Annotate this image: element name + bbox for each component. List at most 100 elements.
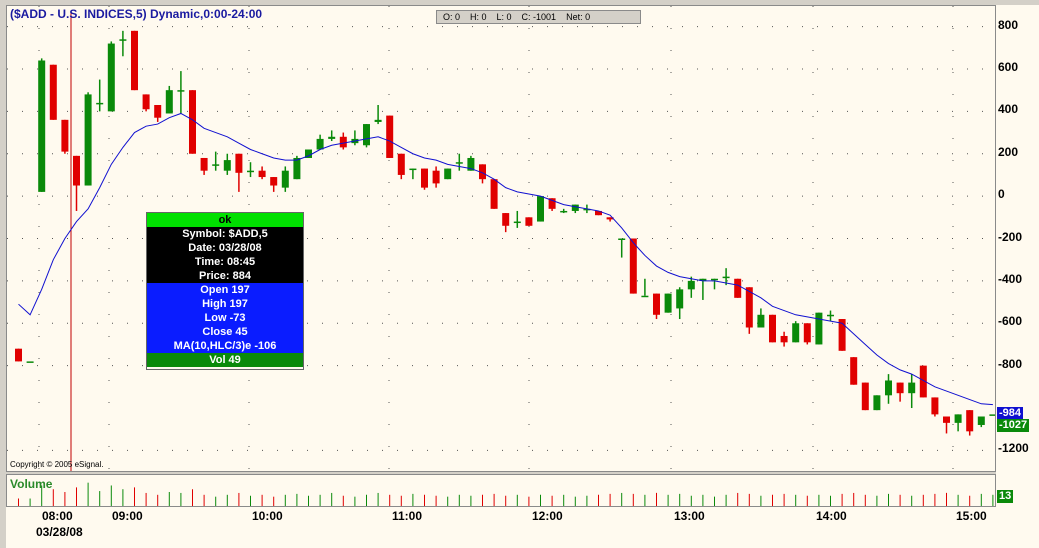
time-axis: 08:00 09:00 10:00 11:00 12:00 13:00 14:00 15:00… <box>6 507 1039 548</box>
candle-body <box>931 397 939 415</box>
candle-body <box>722 276 730 279</box>
candle-body <box>989 414 997 416</box>
candle-body <box>803 323 811 343</box>
candle-body <box>165 90 173 114</box>
candle-body <box>954 414 962 423</box>
candle-body <box>676 289 684 309</box>
x-tick-label: 11:00 <box>392 509 423 523</box>
y-tick-label: -600 <box>998 314 1023 329</box>
candle-body <box>386 115 394 158</box>
volume-pane[interactable] <box>6 474 996 507</box>
candle-body <box>444 168 452 180</box>
info-ma: MA(10,HLC/3)e -106 <box>147 339 303 353</box>
x-tick-label: 13:00 <box>674 509 705 523</box>
candle-body <box>745 287 753 328</box>
candle-body <box>525 217 533 226</box>
candle-body <box>107 43 115 112</box>
candle-body <box>212 164 220 166</box>
chart-title: ($ADD - U.S. INDICES,5) Dynamic,0:00-24:… <box>10 7 263 21</box>
candle-body <box>827 314 834 317</box>
candle-body <box>339 136 347 148</box>
volume-label: Volume <box>10 477 53 491</box>
candle-body <box>26 361 34 363</box>
ma-value-tag: -984 <box>997 407 1024 420</box>
candle-body <box>664 293 672 313</box>
info-close: Close 45 <box>147 325 303 339</box>
info-price: Price: 884 <box>147 269 303 283</box>
x-tick-label: 09:00 <box>112 509 143 523</box>
candle-body <box>397 153 405 175</box>
candle-body <box>235 153 243 173</box>
candle-body <box>490 179 498 209</box>
info-symbol: Symbol: $ADD,5 <box>147 227 303 241</box>
candle-body <box>293 157 301 180</box>
ohlc-close: C: -1001 <box>521 12 557 22</box>
candle-body <box>200 157 208 171</box>
candle-body <box>908 382 916 394</box>
candle-body <box>537 196 544 222</box>
candle-body <box>548 198 556 209</box>
candle-body <box>247 170 254 173</box>
y-tick-label: -1200 <box>998 441 1029 456</box>
candle-body <box>421 168 428 188</box>
ohlc-readout: O: 0 H: 0 L: 0 C: -1001 Net: 0 <box>436 10 641 24</box>
candle-body <box>618 238 626 240</box>
candle-body <box>84 94 92 186</box>
candle-body <box>281 170 289 188</box>
y-tick-label: -800 <box>998 356 1023 371</box>
copyright-notice: Copyright © 2005 eSignal. <box>10 460 104 469</box>
candle-body <box>177 90 185 92</box>
info-vol: Vol 49 <box>147 353 303 367</box>
candle-body <box>885 380 892 396</box>
candle-body <box>687 280 695 290</box>
last-price-tag: -1027 <box>997 419 1030 432</box>
candle-body <box>699 278 707 281</box>
candle-body <box>223 160 231 171</box>
candle-body <box>896 382 904 394</box>
price-chart-svg <box>7 6 997 471</box>
candle-body <box>757 314 765 328</box>
candle-body <box>861 382 869 411</box>
cursor-info-window[interactable]: ok Symbol: $ADD,5 Date: 03/28/08 Time: 0… <box>146 212 304 370</box>
y-tick-label: 800 <box>998 17 1019 32</box>
candle-body <box>838 319 846 351</box>
ma-line <box>18 112 993 406</box>
candle-body <box>792 323 800 343</box>
ohlc-net: Net: 0 <box>566 12 591 22</box>
candle-body <box>653 293 660 315</box>
candle-body <box>258 170 266 178</box>
candle-body <box>560 210 568 213</box>
candle-body <box>943 416 950 423</box>
candle-body <box>409 168 417 171</box>
candle-body <box>15 348 22 362</box>
candle-body <box>270 177 278 186</box>
candle-body <box>919 365 927 398</box>
candle-body <box>977 416 985 425</box>
info-status: ok <box>147 213 303 227</box>
candle-body <box>641 295 649 298</box>
y-tick-label: 600 <box>998 59 1019 74</box>
candle-body <box>734 278 742 298</box>
candle-body <box>769 314 776 343</box>
ohlc-open: O: 0 <box>443 12 461 22</box>
volume-value-tag: 13 <box>997 490 1014 503</box>
candle-body <box>73 155 80 186</box>
candle-body <box>502 213 510 226</box>
info-high: High 197 <box>147 297 303 311</box>
candle-body <box>455 162 463 164</box>
candle-body <box>583 208 591 211</box>
candle-body <box>513 221 521 224</box>
candle-body <box>571 204 579 211</box>
ohlc-low: L: 0 <box>496 12 512 22</box>
candle-body <box>780 335 788 343</box>
y-tick-label: 400 <box>998 102 1019 117</box>
candle-body <box>142 94 150 110</box>
candle-body <box>328 136 336 139</box>
candle-body <box>479 164 486 180</box>
info-low: Low -73 <box>147 311 303 325</box>
candle-body <box>467 157 475 171</box>
candle-body <box>711 278 718 281</box>
candle-body <box>363 124 370 146</box>
info-time: Time: 08:45 <box>147 255 303 269</box>
